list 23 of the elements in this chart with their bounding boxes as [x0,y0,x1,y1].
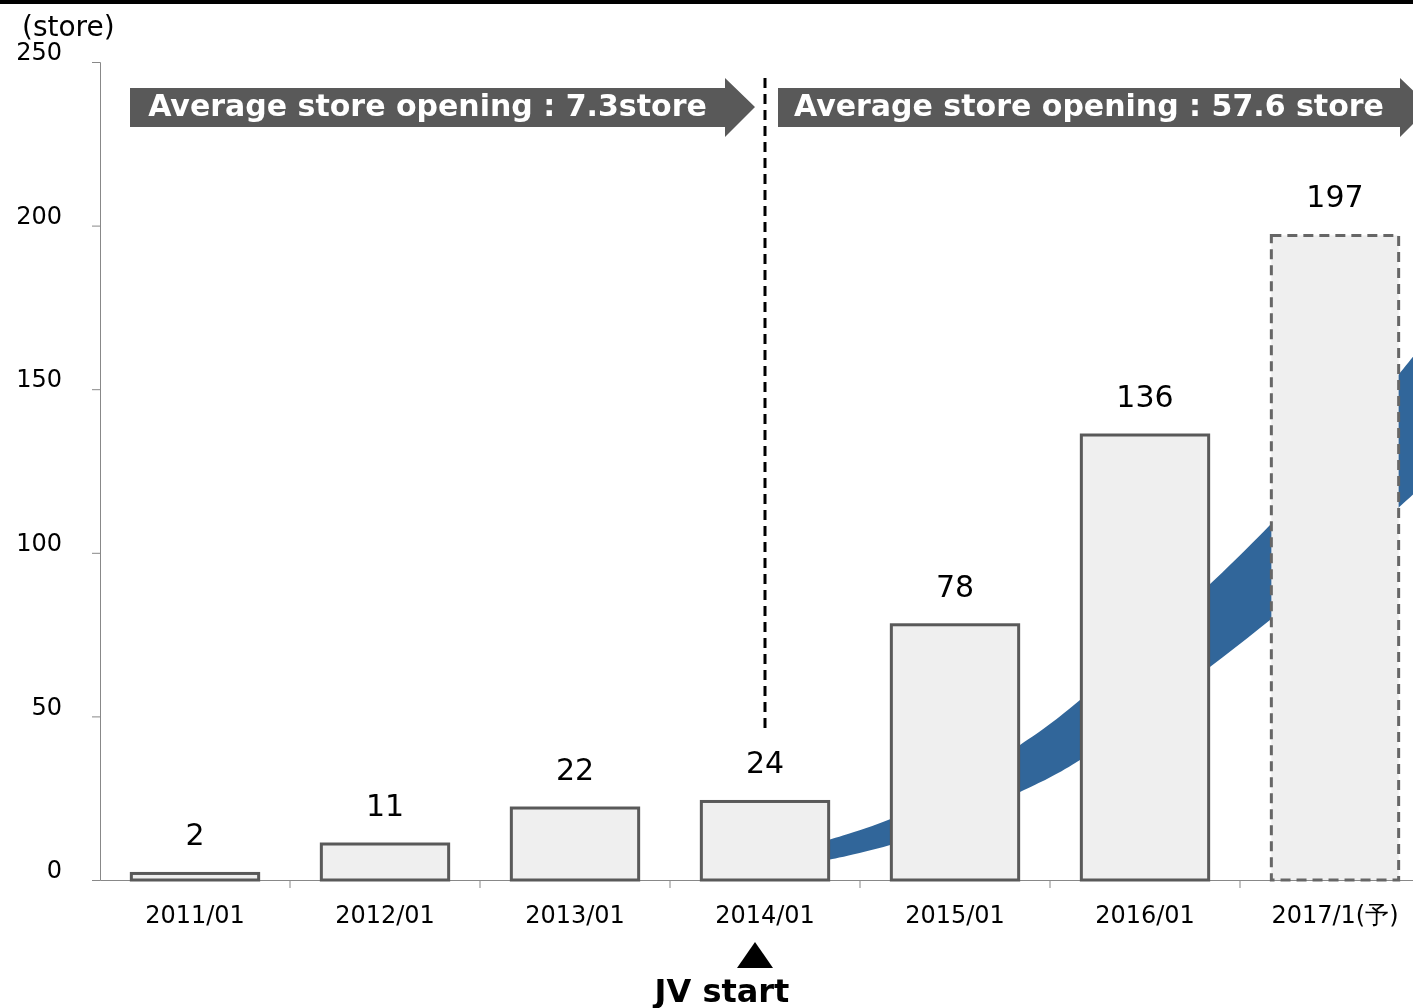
y-tick-label: 150 [16,365,62,394]
data-label: 22 [555,752,595,788]
annotation: Average store opening : 7.3store [148,88,707,123]
x-tick-label: 2013/01 [525,901,625,930]
annotation: Average store opening : 57.6 store [794,88,1384,123]
data-label: 2 [185,817,205,853]
x-tick-label: 2015/01 [905,901,1005,930]
data-label: 78 [935,568,975,604]
y-tick-label: 100 [16,528,62,557]
y-tick-label: 200 [16,201,62,230]
y-tick-label: 50 [31,692,62,721]
x-tick-label: 2016/01 [1095,901,1195,930]
x-tick-label: 2017/1(予) [1271,901,1399,930]
x-tick-label: 2011/01 [145,901,245,930]
x-tick-label: 2014/01 [715,901,815,930]
data-label: 197 [1306,179,1364,215]
x-tick-label: 2012/01 [335,901,435,930]
y-axis-title: (store) [22,10,115,43]
data-label: 136 [1116,379,1174,415]
y-tick-label: 0 [46,856,62,885]
data-label: 11 [365,788,405,824]
text: JV start [652,972,790,1008]
data-label: 24 [745,745,785,781]
